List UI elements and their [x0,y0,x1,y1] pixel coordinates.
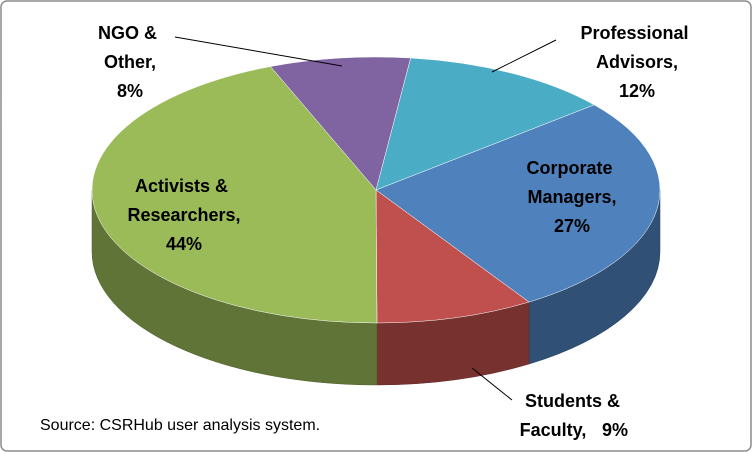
value-label: 44% [166,234,202,254]
slice [375,189,530,324]
category-label: Professional Advisors, [580,23,693,72]
leader-line [491,39,557,73]
value-label: 12% [619,81,655,101]
pie-sides [91,189,661,386]
value-label: 27% [554,216,590,236]
slice [375,57,595,191]
slice [270,56,411,191]
pie-tops [91,56,661,324]
labels: Professional Advisors, 12% Corporate Manag… [98,23,694,440]
slice [91,66,378,324]
category-label: NGO & Other, [98,23,162,72]
value-label: 9% [602,420,628,440]
slice [375,104,661,303]
source-note: Source: CSRHub user analysis system. [40,417,320,434]
category-label: Activists & Researchers, [127,176,240,225]
value-label: 8% [117,81,143,101]
leader-line [471,367,513,401]
leader-line [174,36,343,67]
category-label: Students & Faculty, [520,391,625,440]
category-label: Corporate Managers, [526,158,617,207]
